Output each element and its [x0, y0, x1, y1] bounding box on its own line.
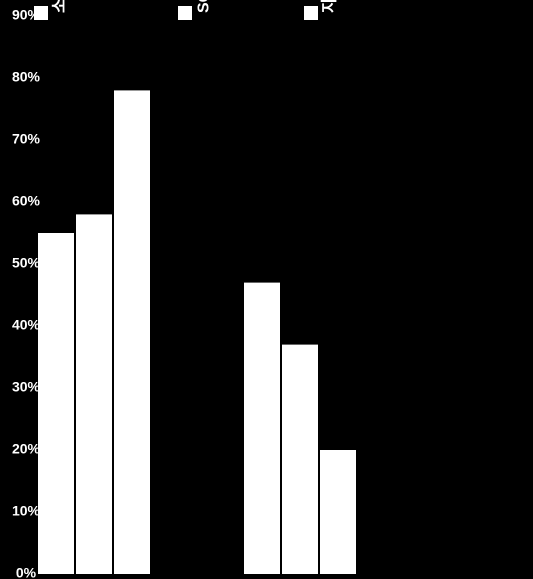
bar-chart: 90%80%70%60%50%40%30%20%10%0%소비지출력SO매출액지…: [0, 0, 533, 579]
legend-label: 지역광고 신탁고: [319, 0, 338, 13]
axis-tick-label: 40%: [12, 317, 41, 333]
axis-tick-label: 20%: [12, 441, 41, 457]
axis-tick-label: 50%: [12, 255, 41, 271]
axis-tick-label: 80%: [12, 69, 41, 85]
legend-marker: [304, 6, 318, 20]
axis-tick-label: 0%: [16, 565, 37, 579]
legend-marker: [34, 6, 48, 20]
axis-tick-label: 70%: [12, 131, 41, 147]
legend-label: 소비지출력: [49, 0, 68, 13]
axis-tick-label: 30%: [12, 379, 41, 395]
bar: [282, 345, 318, 574]
axis-tick-label: 10%: [12, 503, 41, 519]
bar: [114, 90, 150, 574]
bar: [38, 233, 74, 574]
bar: [244, 283, 280, 574]
legend-label: SO매출액: [193, 0, 212, 13]
axis-tick-label: 60%: [12, 193, 41, 209]
bar: [76, 214, 112, 574]
legend-marker: [178, 6, 192, 20]
bar: [320, 450, 356, 574]
